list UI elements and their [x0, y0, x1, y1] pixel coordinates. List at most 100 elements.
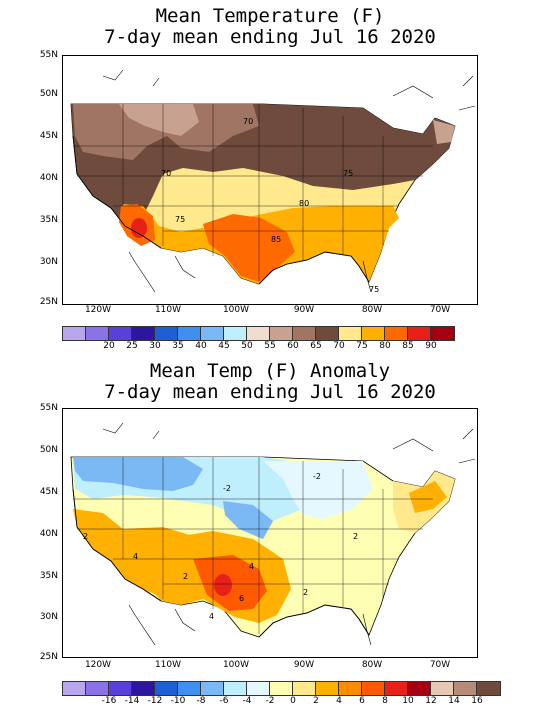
- contour-label: -2: [313, 472, 321, 481]
- colorbar-swatch: [201, 327, 224, 340]
- colorbar-tick-label: 12: [425, 696, 437, 706]
- colorbar-tick-label: -6: [219, 696, 229, 706]
- colorbar-tick-label: -14: [124, 696, 140, 706]
- bottom-anomaly-map: -2 2 4 2 4 6 2 4 2 -2: [62, 408, 478, 658]
- contour-label: 75: [175, 215, 185, 224]
- colorbar-tick-label: -12: [147, 696, 163, 706]
- top-lat-55n: 55N: [39, 50, 58, 60]
- colorbar-swatch: [431, 682, 454, 695]
- colorbar-swatch: [224, 682, 247, 695]
- colorbar-tick-label: 0: [290, 696, 296, 706]
- bottom-lon-70w: 70W: [429, 660, 451, 670]
- colorbar-swatch: [63, 682, 86, 695]
- colorbar-swatch: [431, 327, 454, 340]
- colorbar-swatch: [270, 327, 293, 340]
- florida-coastline-top: [362, 260, 372, 293]
- colorbar-swatch: [293, 682, 316, 695]
- colorbar-swatch: [178, 682, 201, 695]
- warm-west: [73, 509, 161, 597]
- top-lon-80w: 80W: [361, 305, 383, 315]
- colorbar-tick-label: 2: [313, 696, 319, 706]
- bottom-lat-30n: 30N: [39, 612, 58, 622]
- canada-coastline-bottom: [102, 422, 476, 464]
- coastline-west: [72, 135, 162, 249]
- bottom-lon-110w: 110W: [154, 660, 182, 670]
- colorbar-tick-label: 80: [379, 341, 391, 351]
- colorbar-swatch: [454, 682, 477, 695]
- pale-brown-maine: [433, 120, 455, 144]
- contour-label: 4: [133, 552, 138, 561]
- hot-core-anomaly: [214, 574, 232, 596]
- top-map-subtitle: 7-day mean ending Jul 16 2020: [104, 26, 436, 48]
- colorbar-tick-label: 65: [310, 341, 322, 351]
- colorbar-swatch: [201, 682, 224, 695]
- colorbar-swatch: [63, 327, 86, 340]
- near-normal-midwest: [263, 461, 373, 519]
- contour-label: 70: [243, 117, 253, 126]
- top-lat-50n: 50N: [39, 89, 58, 99]
- state-borders-top: [73, 104, 433, 281]
- contour-label: 70: [161, 169, 171, 178]
- contour-label: 4: [209, 612, 214, 621]
- top-map-canvas: 70 70 75 75 80 85 75: [70, 69, 476, 294]
- top-map-title: Mean Temperature (F): [155, 5, 385, 27]
- bottom-lat-50n: 50N: [39, 445, 58, 455]
- colorbar-tick-label: -8: [196, 696, 206, 706]
- contour-label: 2: [303, 588, 308, 597]
- colorbar-tick-label: -10: [170, 696, 186, 706]
- colorbar-swatch: [293, 327, 316, 340]
- colorbar-swatch: [155, 327, 178, 340]
- colorbar-swatch: [339, 327, 362, 340]
- colorbar-swatch: [316, 682, 339, 695]
- colorbar-tick-label: 6: [359, 696, 365, 706]
- colorbar-swatch: [155, 682, 178, 695]
- colorbar-swatch: [86, 682, 109, 695]
- bottom-lat-40n: 40N: [39, 529, 58, 539]
- top-lon-120w: 120W: [84, 305, 112, 315]
- colorbar-swatch: [86, 327, 109, 340]
- colorbar-tick-label: 90: [425, 341, 437, 351]
- colorbar-tick-label: 4: [336, 696, 342, 706]
- warm-northeast-core: [409, 481, 447, 513]
- colorbar-swatch: [362, 682, 385, 695]
- contour-label: 75: [369, 285, 379, 294]
- colorbar-tick-label: 85: [402, 341, 414, 351]
- contour-label: 75: [343, 169, 353, 178]
- contour-label: 2: [353, 532, 358, 541]
- colorbar-tick-label: 45: [218, 341, 230, 351]
- hot-core-90: [131, 218, 147, 238]
- top-colorbar: [62, 326, 455, 341]
- bottom-lon-120w: 120W: [84, 660, 112, 670]
- bottom-map-canvas: -2 2 4 2 4 6 2 4 2 -2: [70, 422, 476, 646]
- top-lat-35n: 35N: [39, 215, 58, 225]
- colorbar-swatch: [385, 682, 408, 695]
- colorbar-tick-label: 55: [264, 341, 276, 351]
- bottom-lon-90w: 90W: [293, 660, 315, 670]
- florida-coastline-bottom: [362, 613, 372, 646]
- colorbar-swatch: [132, 327, 155, 340]
- coastline-gulf: [258, 251, 370, 285]
- bottom-lat-35n: 35N: [39, 571, 58, 581]
- colorbar-tick-label: 60: [287, 341, 299, 351]
- colorbar-swatch: [247, 327, 270, 340]
- colorbar-swatch: [247, 682, 270, 695]
- bottom-map-subtitle: 7-day mean ending Jul 16 2020: [104, 381, 436, 403]
- colorbar-swatch: [109, 327, 132, 340]
- colorbar-tick-label: 16: [471, 696, 483, 706]
- colorbar-tick-label: -2: [265, 696, 275, 706]
- top-lat-45n: 45N: [39, 131, 58, 141]
- colorbar-swatch: [224, 327, 247, 340]
- top-lon-90w: 90W: [293, 305, 315, 315]
- mexico-coastline-bottom: [128, 604, 196, 646]
- colorbar-tick-label: 40: [195, 341, 207, 351]
- contour-label: 80: [299, 199, 309, 208]
- colorbar-swatch: [270, 682, 293, 695]
- colorbar-tick-label: 35: [172, 341, 184, 351]
- top-temperature-map: 70 70 75 75 80 85 75: [62, 55, 478, 305]
- colorbar-tick-label: 8: [382, 696, 388, 706]
- colorbar-swatch: [408, 682, 431, 695]
- contour-label: 2: [183, 572, 188, 581]
- cool-central: [223, 501, 273, 539]
- bottom-lat-45n: 45N: [39, 487, 58, 497]
- coastline-gulf-bottom: [258, 604, 370, 638]
